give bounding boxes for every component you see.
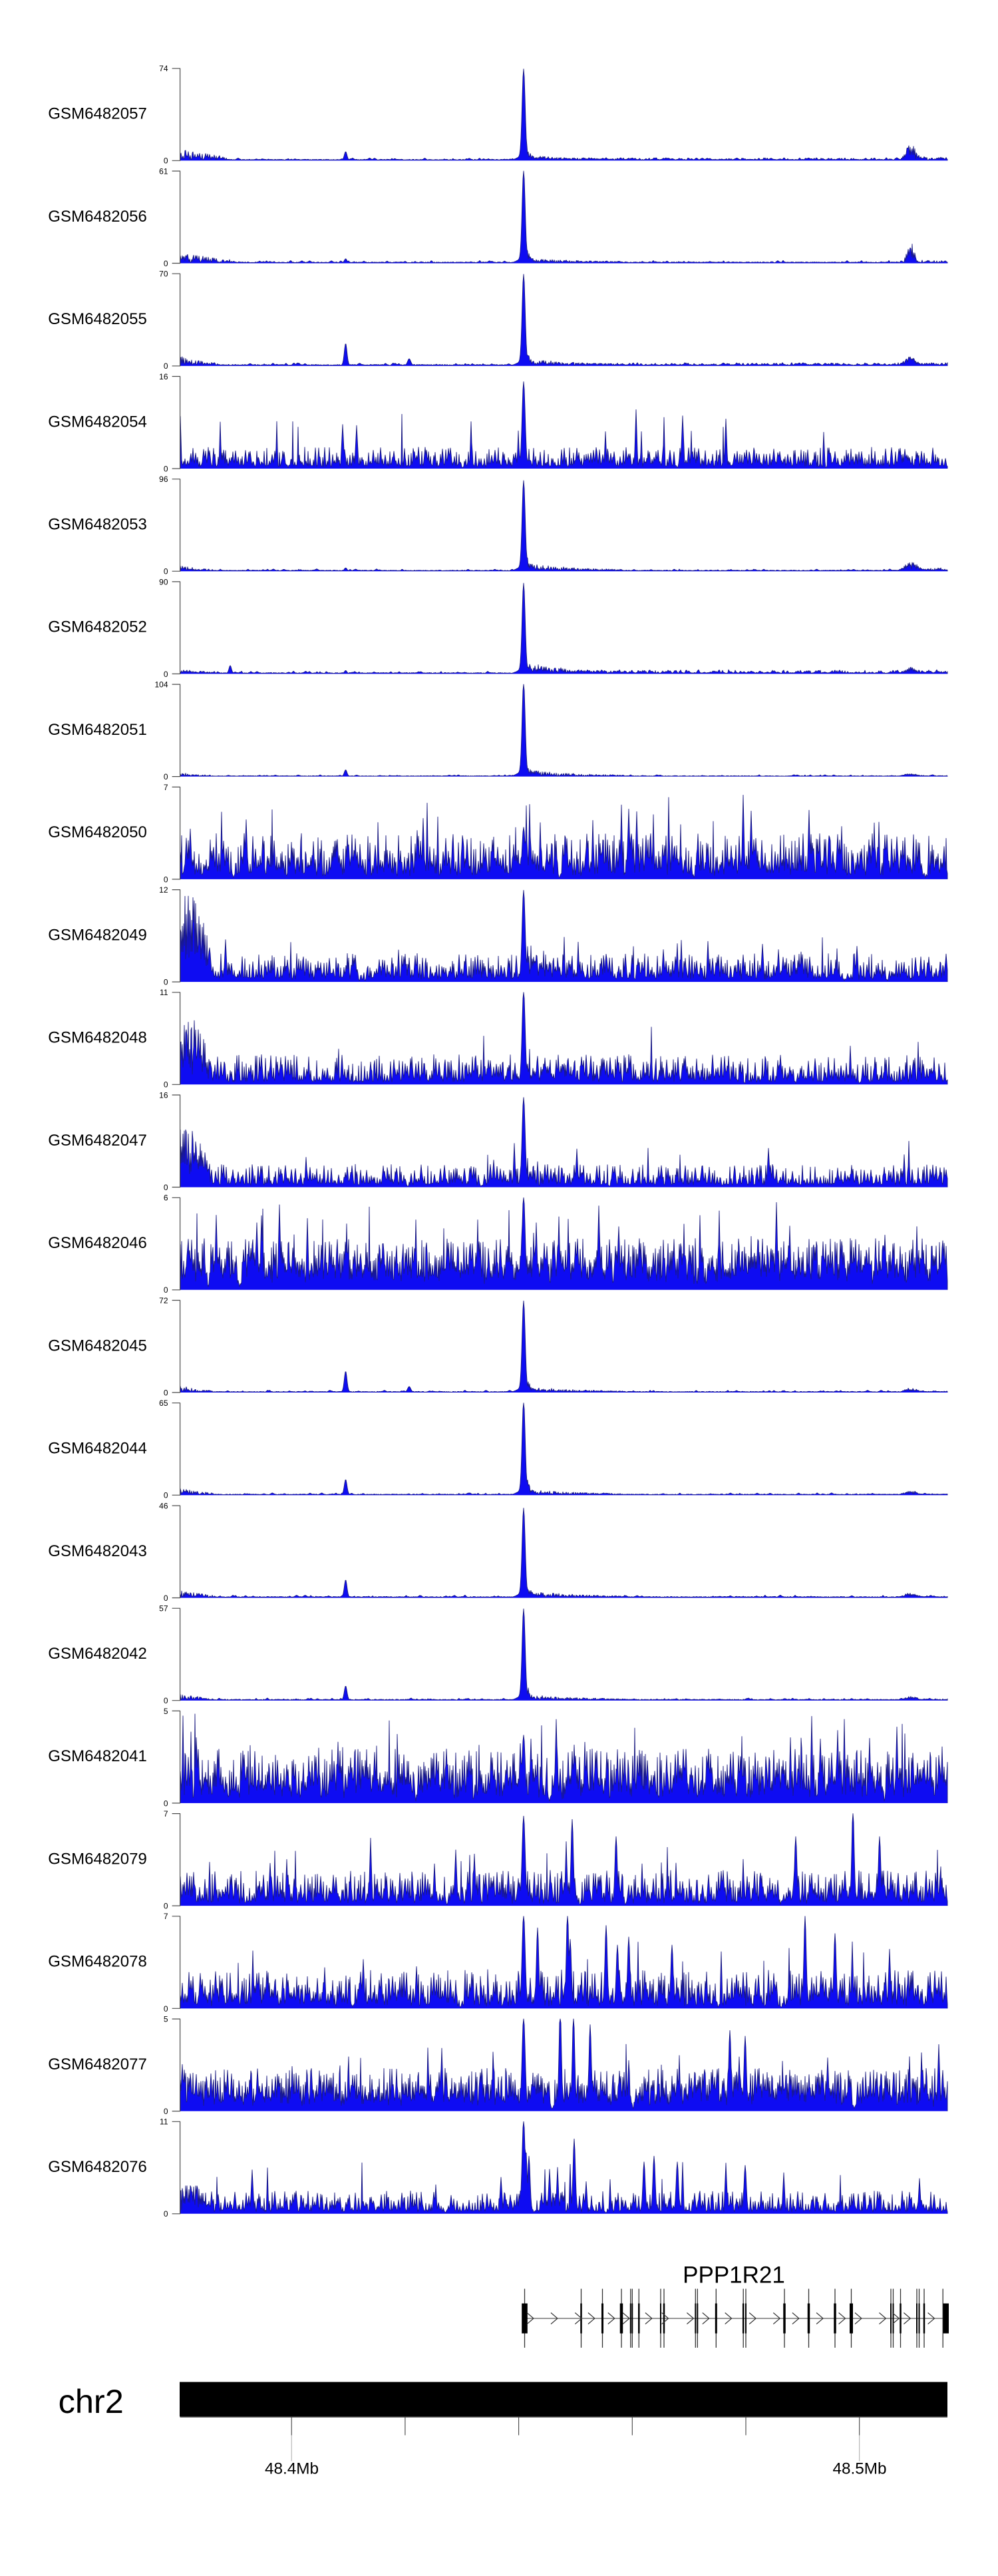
svg-text:GSM6482050: GSM6482050 <box>48 823 147 841</box>
svg-text:0: 0 <box>164 1902 168 1911</box>
svg-text:GSM6482052: GSM6482052 <box>48 618 147 636</box>
svg-text:0: 0 <box>164 978 168 987</box>
svg-text:11: 11 <box>160 988 168 997</box>
svg-text:61: 61 <box>159 166 168 176</box>
svg-text:0: 0 <box>164 1080 168 1090</box>
svg-text:0: 0 <box>164 2209 168 2219</box>
svg-text:0: 0 <box>164 259 168 268</box>
svg-text:0: 0 <box>164 1183 168 1192</box>
svg-text:GSM6482076: GSM6482076 <box>48 2158 147 2176</box>
svg-text:48.5Mb: 48.5Mb <box>832 2460 886 2478</box>
svg-text:GSM6482049: GSM6482049 <box>48 926 147 944</box>
svg-text:0: 0 <box>164 1696 168 1705</box>
svg-text:GSM6482078: GSM6482078 <box>48 1953 147 1971</box>
svg-text:0: 0 <box>164 1285 168 1295</box>
svg-text:16: 16 <box>159 372 168 381</box>
svg-text:104: 104 <box>154 680 168 690</box>
svg-text:6: 6 <box>164 1193 168 1203</box>
svg-text:GSM6482048: GSM6482048 <box>48 1029 147 1047</box>
svg-text:65: 65 <box>159 1398 168 1408</box>
svg-text:0: 0 <box>164 1799 168 1808</box>
svg-text:0: 0 <box>164 670 168 679</box>
svg-text:0: 0 <box>164 1594 168 1603</box>
svg-text:0: 0 <box>164 1491 168 1500</box>
svg-text:11: 11 <box>160 2117 168 2127</box>
svg-text:7: 7 <box>164 783 168 792</box>
svg-text:72: 72 <box>159 1296 168 1305</box>
svg-text:GSM6482043: GSM6482043 <box>48 1542 147 1560</box>
svg-text:GSM6482055: GSM6482055 <box>48 310 147 328</box>
svg-text:0: 0 <box>164 464 168 473</box>
svg-text:5: 5 <box>164 2015 168 2024</box>
svg-text:0: 0 <box>164 361 168 371</box>
svg-text:0: 0 <box>164 875 168 884</box>
svg-text:GSM6482077: GSM6482077 <box>48 2055 147 2073</box>
svg-text:GSM6482053: GSM6482053 <box>48 516 147 534</box>
svg-text:7: 7 <box>164 1809 168 1819</box>
svg-text:GSM6482054: GSM6482054 <box>48 413 147 431</box>
svg-text:46: 46 <box>159 1501 168 1510</box>
svg-text:GSM6482057: GSM6482057 <box>48 105 147 123</box>
svg-text:12: 12 <box>159 885 168 895</box>
svg-text:96: 96 <box>159 475 168 484</box>
svg-text:5: 5 <box>164 1707 168 1716</box>
svg-text:GSM6482045: GSM6482045 <box>48 1337 147 1355</box>
svg-text:GSM6482047: GSM6482047 <box>48 1132 147 1150</box>
svg-text:90: 90 <box>159 577 168 586</box>
svg-text:74: 74 <box>159 64 168 73</box>
svg-text:57: 57 <box>159 1604 168 1613</box>
svg-text:70: 70 <box>159 270 168 279</box>
svg-text:0: 0 <box>164 772 168 781</box>
svg-text:GSM6482079: GSM6482079 <box>48 1850 147 1868</box>
svg-text:GSM6482056: GSM6482056 <box>48 208 147 226</box>
svg-text:GSM6482044: GSM6482044 <box>48 1440 147 1458</box>
svg-text:0: 0 <box>164 156 168 166</box>
svg-text:GSM6482051: GSM6482051 <box>48 721 147 739</box>
svg-text:GSM6482042: GSM6482042 <box>48 1645 147 1663</box>
svg-text:0: 0 <box>164 567 168 576</box>
svg-text:0: 0 <box>164 2107 168 2116</box>
svg-text:GSM6482041: GSM6482041 <box>48 1747 147 1765</box>
svg-text:GSM6482046: GSM6482046 <box>48 1234 147 1252</box>
svg-text:chr2: chr2 <box>59 2382 124 2420</box>
svg-text:0: 0 <box>164 1388 168 1397</box>
svg-text:PPP1R21: PPP1R21 <box>683 2262 785 2288</box>
svg-text:48.4Mb: 48.4Mb <box>265 2460 319 2478</box>
svg-text:16: 16 <box>159 1091 168 1100</box>
svg-text:7: 7 <box>164 1912 168 1921</box>
svg-text:0: 0 <box>164 2004 168 2014</box>
